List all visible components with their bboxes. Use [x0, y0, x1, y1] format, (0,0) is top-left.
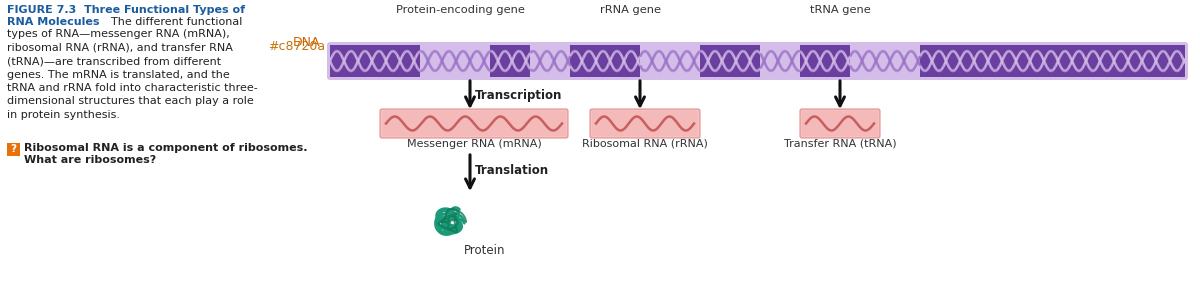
Bar [401, 111, 409, 136]
Bar [856, 111, 859, 136]
Bar [330, 45, 420, 77]
Bar [557, 111, 566, 136]
Text: in protein synthesis.: in protein synthesis. [7, 110, 120, 120]
Bar [613, 111, 618, 136]
Text: ribosomal RNA (rRNA), and transfer RNA: ribosomal RNA (rRNA), and transfer RNA [7, 43, 233, 53]
Text: types of RNA—messenger RNA (mRNA),: types of RNA—messenger RNA (mRNA), [7, 29, 229, 39]
Text: Ribosomal RNA is a component of ribosomes.: Ribosomal RNA is a component of ribosome… [24, 143, 307, 153]
Bar [490, 45, 530, 77]
FancyBboxPatch shape [326, 42, 1188, 80]
Bar [474, 111, 484, 136]
Bar [624, 111, 629, 136]
Bar [821, 111, 824, 136]
Text: ?: ? [11, 144, 17, 154]
Bar [677, 111, 682, 136]
Bar [492, 111, 502, 136]
Bar [598, 111, 602, 136]
Bar [464, 111, 474, 136]
Text: Transfer RNA (tRNA): Transfer RNA (tRNA) [784, 139, 896, 149]
Bar [817, 111, 821, 136]
Bar [870, 111, 874, 136]
FancyBboxPatch shape [590, 109, 700, 138]
Text: Messenger RNA (mRNA): Messenger RNA (mRNA) [407, 139, 541, 149]
Bar [650, 111, 655, 136]
FancyBboxPatch shape [800, 109, 880, 138]
Bar [700, 45, 760, 77]
Bar [511, 111, 520, 136]
Bar [640, 111, 646, 136]
Bar [859, 111, 863, 136]
Bar [829, 111, 833, 136]
Bar [847, 111, 852, 136]
Bar [539, 111, 547, 136]
Bar [608, 111, 613, 136]
Bar [824, 111, 828, 136]
Bar [7, 143, 20, 156]
Bar [802, 111, 806, 136]
Bar [382, 111, 391, 136]
Bar [419, 111, 428, 136]
Bar [437, 111, 446, 136]
Bar [833, 111, 836, 136]
Bar [666, 111, 672, 136]
Bar [529, 111, 539, 136]
Bar [806, 111, 810, 136]
Text: dimensional structures that each play a role: dimensional structures that each play a … [7, 96, 253, 106]
Bar [547, 111, 557, 136]
Text: Translation: Translation [475, 164, 550, 178]
Text: #c8720a: #c8720a [268, 40, 325, 53]
Text: tRNA gene: tRNA gene [810, 5, 870, 15]
Bar [920, 45, 1186, 77]
Bar [502, 111, 511, 136]
Bar [629, 111, 635, 136]
Bar [810, 111, 814, 136]
Bar [840, 111, 844, 136]
Bar [409, 111, 419, 136]
Bar [602, 111, 608, 136]
Bar [655, 111, 661, 136]
Bar [863, 111, 866, 136]
Bar [836, 111, 840, 136]
Bar [866, 111, 870, 136]
Bar [484, 111, 492, 136]
FancyBboxPatch shape [380, 109, 568, 138]
Bar [688, 111, 692, 136]
Bar [646, 111, 650, 136]
Text: The different functional: The different functional [104, 17, 242, 27]
Text: genes. The mRNA is translated, and the: genes. The mRNA is translated, and the [7, 70, 229, 80]
Bar [570, 45, 640, 77]
Bar [844, 111, 847, 136]
Text: Protein-encoding gene: Protein-encoding gene [396, 5, 524, 15]
Text: rRNA gene: rRNA gene [600, 5, 660, 15]
Text: (tRNA)—are transcribed from different: (tRNA)—are transcribed from different [7, 56, 221, 66]
Bar [682, 111, 688, 136]
Bar [661, 111, 666, 136]
Bar [391, 111, 401, 136]
Bar [456, 111, 464, 136]
Text: FIGURE 7.3  Three Functional Types of: FIGURE 7.3 Three Functional Types of [7, 5, 245, 15]
Bar [692, 111, 698, 136]
Text: DNA: DNA [293, 36, 320, 50]
Text: Ribosomal RNA (rRNA): Ribosomal RNA (rRNA) [582, 139, 708, 149]
Bar [446, 111, 456, 136]
Bar [874, 111, 878, 136]
Bar [672, 111, 677, 136]
Text: What are ribosomes?: What are ribosomes? [24, 155, 156, 165]
Bar [592, 111, 598, 136]
Bar [814, 111, 817, 136]
Bar [635, 111, 640, 136]
Text: tRNA and rRNA fold into characteristic three-: tRNA and rRNA fold into characteristic t… [7, 83, 258, 93]
Text: Transcription: Transcription [475, 89, 563, 102]
Bar [852, 111, 856, 136]
Bar [428, 111, 437, 136]
Bar [618, 111, 624, 136]
Text: Protein: Protein [464, 244, 505, 257]
Text: RNA Molecules: RNA Molecules [7, 17, 100, 27]
Bar [800, 45, 850, 77]
Bar [520, 111, 529, 136]
